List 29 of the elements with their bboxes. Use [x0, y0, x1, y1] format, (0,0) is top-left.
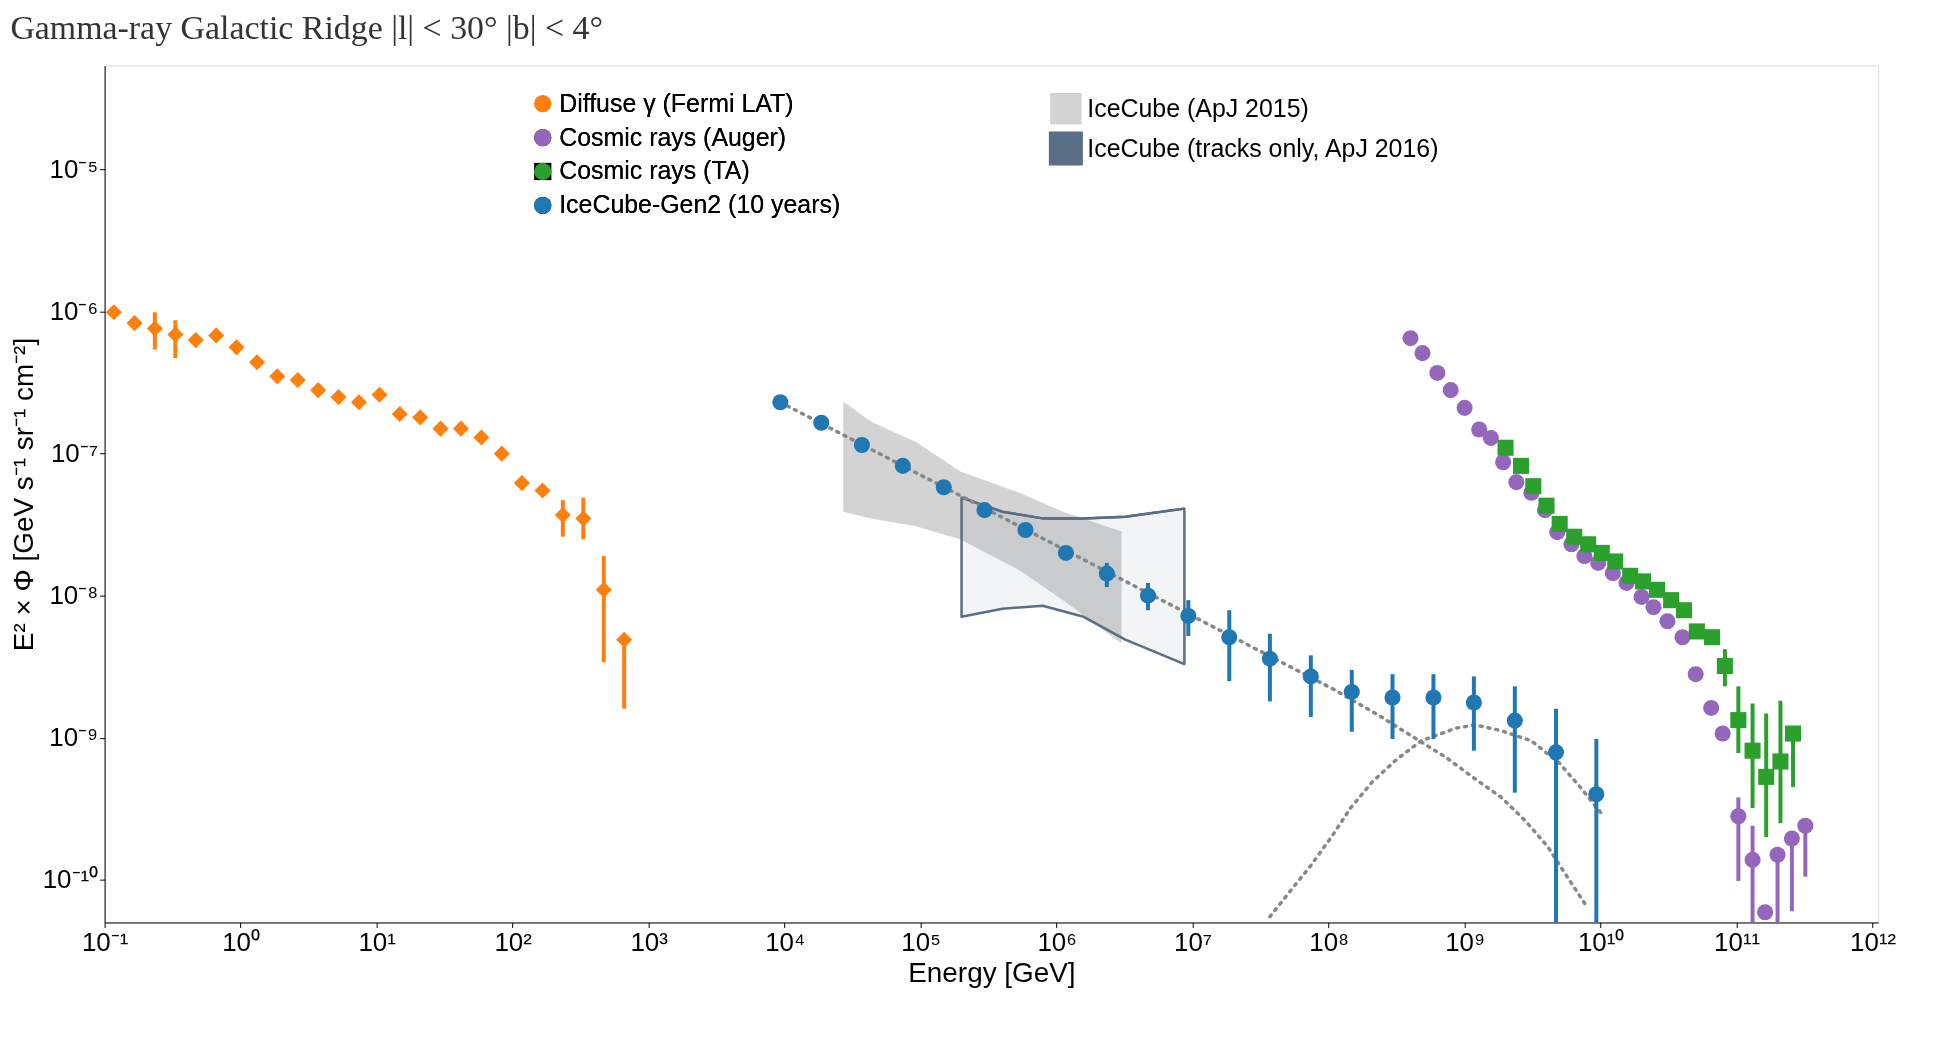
y-tick-label: 10⁻⁸ — [49, 581, 99, 610]
y-tick-label: 10⁻⁹ — [49, 723, 99, 752]
x-tick-label: 10⁻¹ — [81, 927, 129, 956]
legend-label: Cosmic rays (Auger) — [559, 122, 787, 151]
x-tick-label: 10⁵ — [901, 927, 941, 956]
x-tick-label: 10³ — [630, 927, 669, 956]
y-axis-title: E² × Φ [GeV s⁻¹ sr⁻¹ cm⁻²] — [7, 337, 39, 652]
y-tick-label: 10⁻⁶ — [49, 297, 99, 326]
x-tick-label: 10⁶ — [1037, 927, 1077, 956]
x-tick-label: 10¹² — [1850, 927, 1897, 956]
x-tick-label: 10⁰ — [222, 927, 261, 956]
legend-label: Cosmic rays (TA) — [559, 156, 750, 185]
legend-label: IceCube (tracks only, ApJ 2016) — [1087, 133, 1439, 162]
y-tick-label: 10⁻¹⁰ — [42, 865, 99, 894]
x-axis-title: Energy [GeV] — [908, 956, 1076, 988]
x-tick-label: 10⁸ — [1309, 927, 1349, 956]
x-tick-label: 10⁴ — [765, 927, 806, 956]
legend-label: IceCube-Gen2 (10 years) — [559, 190, 841, 219]
y-tick-label: 10⁻⁵ — [49, 155, 99, 184]
x-tick-label: 10¹⁰ — [1577, 927, 1625, 956]
legend-label: IceCube (ApJ 2015) — [1087, 93, 1309, 122]
chart-title: Gamma-ray Galactic Ridge |l| < 30° |b| < 4° — [10, 8, 603, 46]
legend-label: Diffuse γ (Fermi LAT) — [559, 88, 794, 117]
y-tick-label: 10⁻⁷ — [50, 439, 99, 468]
x-tick-label: 10¹¹ — [1714, 927, 1761, 956]
x-tick-label: 10⁷ — [1174, 927, 1213, 956]
x-tick-label: 10¹ — [358, 927, 397, 956]
x-tick-label: 10² — [494, 927, 533, 956]
x-tick-label: 10⁹ — [1445, 927, 1486, 956]
